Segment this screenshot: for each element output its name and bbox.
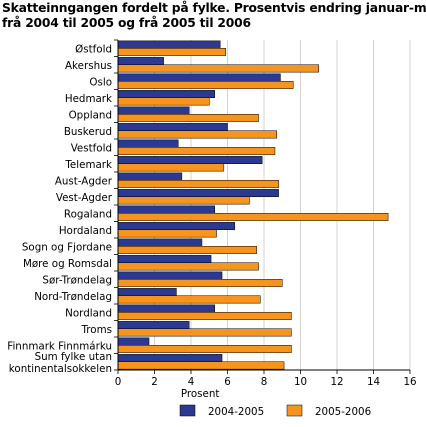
x-tick-label: 10 bbox=[294, 376, 307, 388]
bar-series-1 bbox=[117, 40, 221, 49]
bar-series-2 bbox=[117, 246, 257, 254]
bar-series-2 bbox=[117, 97, 210, 106]
category-label: Buskerud bbox=[64, 126, 112, 138]
x-tick-label: 0 bbox=[115, 376, 122, 388]
bar-series-2 bbox=[117, 229, 217, 238]
legend-label: 2004-2005 bbox=[208, 406, 264, 418]
x-tick-label: 4 bbox=[188, 376, 195, 388]
axes bbox=[114, 39, 411, 374]
category-label: Møre og Romsdal bbox=[23, 258, 112, 270]
bar-series-2 bbox=[117, 81, 294, 89]
bar-series-1 bbox=[117, 123, 228, 131]
category-label: Oslo bbox=[89, 76, 112, 88]
category-label: Nord-Trøndelag bbox=[34, 291, 112, 303]
bar-series-1 bbox=[117, 205, 215, 214]
bar-series-1 bbox=[117, 288, 177, 297]
bar-series-2 bbox=[117, 262, 259, 271]
category-label: Østfold bbox=[75, 43, 112, 55]
category-label: Nordland bbox=[65, 307, 112, 319]
bar-series-2 bbox=[117, 114, 259, 122]
legend-swatch bbox=[179, 404, 196, 417]
gridlines bbox=[154, 40, 411, 370]
x-tick-label: 8 bbox=[261, 376, 268, 388]
bar-series-1 bbox=[117, 337, 150, 346]
bar-series-1 bbox=[117, 354, 223, 363]
legend-label: 2005-2006 bbox=[315, 406, 371, 418]
category-label: Telemark bbox=[64, 159, 112, 171]
category-label: Hordaland bbox=[59, 225, 112, 237]
chart-title-line-2: frå 2004 til 2005 og frå 2005 til 2006 bbox=[2, 16, 251, 30]
bar-series-2 bbox=[117, 312, 292, 320]
category-label: Aust-Agder bbox=[55, 175, 113, 187]
legend: 2004-2005 2005-2006 bbox=[179, 404, 371, 418]
category-label: Vestfold bbox=[71, 142, 112, 154]
bar-series-1 bbox=[117, 106, 190, 115]
x-tick-label: 6 bbox=[224, 376, 231, 388]
bar-series-2 bbox=[117, 64, 319, 73]
category-label: Troms bbox=[81, 324, 112, 336]
category-label: Sum fylke utan kontinentalsokkelen bbox=[9, 351, 112, 375]
category-label: Rogaland bbox=[64, 208, 112, 220]
chart-title-line-1: Skatteinngangen fordelt på fylke. Prosen… bbox=[2, 1, 426, 15]
bar-series-2 bbox=[117, 48, 226, 56]
bar-series-2 bbox=[117, 147, 276, 155]
category-label: Hedmark bbox=[65, 93, 112, 105]
category-label: Oppland bbox=[69, 109, 112, 121]
bar-series-1 bbox=[117, 321, 190, 330]
bar-series-1 bbox=[117, 73, 281, 82]
tick-labels: 0 2 4 6 8 10 12 14 16 bbox=[115, 376, 417, 388]
bar-series-1 bbox=[117, 139, 179, 148]
bar-series-2 bbox=[117, 196, 250, 205]
bar-series-2 bbox=[117, 361, 285, 370]
bar-series-2 bbox=[117, 345, 292, 353]
bar-series-2 bbox=[117, 130, 278, 139]
bar-series-1 bbox=[117, 156, 263, 165]
bar-series-2 bbox=[117, 180, 279, 188]
bar-series-2 bbox=[117, 163, 225, 172]
x-tick-label: 16 bbox=[403, 376, 416, 388]
bar-series-1 bbox=[117, 57, 164, 65]
bar-series-1 bbox=[117, 271, 223, 280]
bar-series-1 bbox=[117, 172, 183, 181]
category-label: Finnmark Finnmárku bbox=[7, 340, 112, 352]
bar-series-2 bbox=[117, 213, 389, 221]
bar-series-2 bbox=[117, 295, 261, 304]
bar-series-1 bbox=[117, 90, 215, 98]
bar-series-1 bbox=[117, 222, 236, 231]
category-label: Vest-Agder bbox=[56, 192, 113, 204]
bar-series-1 bbox=[117, 304, 215, 313]
chart-title: Skatteinngangen fordelt på fylke. Prosen… bbox=[2, 1, 426, 31]
category-labels: Østfold Akershus Oslo Hedmark Oppland Buskeru… bbox=[7, 43, 112, 375]
bar-series-1 bbox=[117, 238, 203, 247]
category-label: Sogn og Fjordane bbox=[22, 241, 112, 253]
category-label: Sør-Trøndelag bbox=[42, 274, 112, 286]
x-axis-title: Prosent bbox=[181, 388, 220, 400]
bars bbox=[117, 40, 389, 370]
x-tick-label: 12 bbox=[330, 376, 343, 388]
bar-series-1 bbox=[117, 255, 212, 264]
x-tick-label: 14 bbox=[367, 376, 380, 388]
bar-series-2 bbox=[117, 279, 283, 287]
bar-series-2 bbox=[117, 328, 292, 337]
legend-swatch bbox=[286, 404, 303, 417]
x-tick-label: 2 bbox=[151, 376, 158, 388]
bar-series-1 bbox=[117, 189, 279, 198]
category-label: Akershus bbox=[65, 60, 112, 72]
